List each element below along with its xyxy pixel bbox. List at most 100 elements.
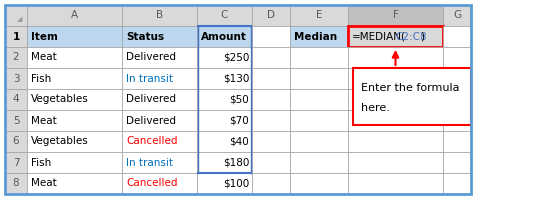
- Bar: [197, 68, 252, 89]
- Bar: [348, 5, 443, 26]
- Bar: [197, 152, 252, 173]
- Bar: [290, 89, 348, 110]
- Text: C: C: [221, 10, 228, 21]
- Text: 2: 2: [13, 52, 19, 63]
- Bar: [122, 110, 197, 131]
- Bar: [27, 110, 122, 131]
- Bar: [290, 173, 348, 194]
- Bar: [252, 152, 290, 173]
- Bar: [122, 68, 197, 89]
- Text: Delivered: Delivered: [126, 116, 176, 126]
- Bar: [197, 26, 252, 47]
- Text: $180: $180: [222, 158, 249, 168]
- Bar: [197, 173, 252, 194]
- Bar: [122, 152, 197, 173]
- Text: A: A: [71, 10, 78, 21]
- Text: Meat: Meat: [31, 116, 57, 126]
- Bar: [5, 173, 27, 194]
- Bar: [27, 173, 122, 194]
- Text: Enter the formula: Enter the formula: [361, 83, 459, 93]
- Bar: [197, 5, 252, 26]
- Bar: [5, 5, 471, 194]
- Bar: [252, 47, 290, 68]
- Bar: [443, 173, 471, 194]
- Text: Median: Median: [294, 32, 337, 42]
- Bar: [122, 131, 197, 152]
- Text: In transit: In transit: [126, 158, 173, 168]
- Text: 8: 8: [13, 178, 19, 189]
- Text: Vegetables: Vegetables: [31, 136, 89, 147]
- Text: Item: Item: [31, 32, 58, 42]
- Bar: [5, 89, 27, 110]
- Text: Delivered: Delivered: [126, 52, 176, 63]
- Text: $100: $100: [223, 178, 249, 189]
- Bar: [443, 68, 471, 89]
- Bar: [290, 26, 348, 47]
- Bar: [252, 68, 290, 89]
- Bar: [5, 5, 27, 26]
- Bar: [122, 173, 197, 194]
- Bar: [27, 89, 122, 110]
- Bar: [290, 5, 348, 26]
- Bar: [348, 89, 443, 110]
- Bar: [252, 110, 290, 131]
- Bar: [122, 89, 197, 110]
- Bar: [290, 152, 348, 173]
- Text: Cancelled: Cancelled: [126, 136, 178, 147]
- Bar: [5, 47, 27, 68]
- Text: 6: 6: [13, 136, 19, 147]
- Bar: [290, 131, 348, 152]
- Bar: [443, 89, 471, 110]
- Text: here.: here.: [361, 103, 390, 113]
- Bar: [27, 68, 122, 89]
- Text: $70: $70: [229, 116, 249, 126]
- Bar: [290, 47, 348, 68]
- Text: G: G: [453, 10, 461, 21]
- Bar: [443, 131, 471, 152]
- Bar: [5, 131, 27, 152]
- Text: ): ): [420, 32, 424, 42]
- Bar: [252, 89, 290, 110]
- Text: Status: Status: [126, 32, 164, 42]
- Bar: [290, 110, 348, 131]
- Text: C2:C8: C2:C8: [395, 32, 427, 42]
- Text: 5: 5: [13, 116, 19, 126]
- Bar: [348, 110, 443, 131]
- Text: $130: $130: [222, 74, 249, 84]
- Bar: [348, 68, 443, 89]
- Bar: [443, 26, 471, 47]
- Bar: [443, 152, 471, 173]
- Text: ◢: ◢: [17, 16, 22, 22]
- Text: In transit: In transit: [126, 74, 173, 84]
- Bar: [348, 47, 443, 68]
- Bar: [27, 152, 122, 173]
- Bar: [348, 173, 443, 194]
- Bar: [5, 26, 27, 47]
- Bar: [252, 173, 290, 194]
- Bar: [443, 110, 471, 131]
- Bar: [27, 26, 122, 47]
- Bar: [443, 47, 471, 68]
- Bar: [5, 152, 27, 173]
- Text: 3: 3: [13, 74, 19, 84]
- Text: =MEDIAN(: =MEDIAN(: [352, 32, 406, 42]
- Bar: [197, 89, 252, 110]
- Text: Fish: Fish: [31, 158, 51, 168]
- Bar: [197, 131, 252, 152]
- Bar: [252, 26, 290, 47]
- Bar: [290, 68, 348, 89]
- Text: Cancelled: Cancelled: [126, 178, 178, 189]
- Text: Amount: Amount: [201, 32, 247, 42]
- Bar: [122, 26, 197, 47]
- Bar: [443, 5, 471, 26]
- Text: Delivered: Delivered: [126, 94, 176, 105]
- Text: 7: 7: [13, 158, 19, 168]
- Text: Meat: Meat: [31, 52, 57, 63]
- Bar: [252, 131, 290, 152]
- Text: Meat: Meat: [31, 178, 57, 189]
- Bar: [5, 68, 27, 89]
- Bar: [122, 5, 197, 26]
- Bar: [5, 110, 27, 131]
- Text: Vegetables: Vegetables: [31, 94, 89, 105]
- Bar: [27, 47, 122, 68]
